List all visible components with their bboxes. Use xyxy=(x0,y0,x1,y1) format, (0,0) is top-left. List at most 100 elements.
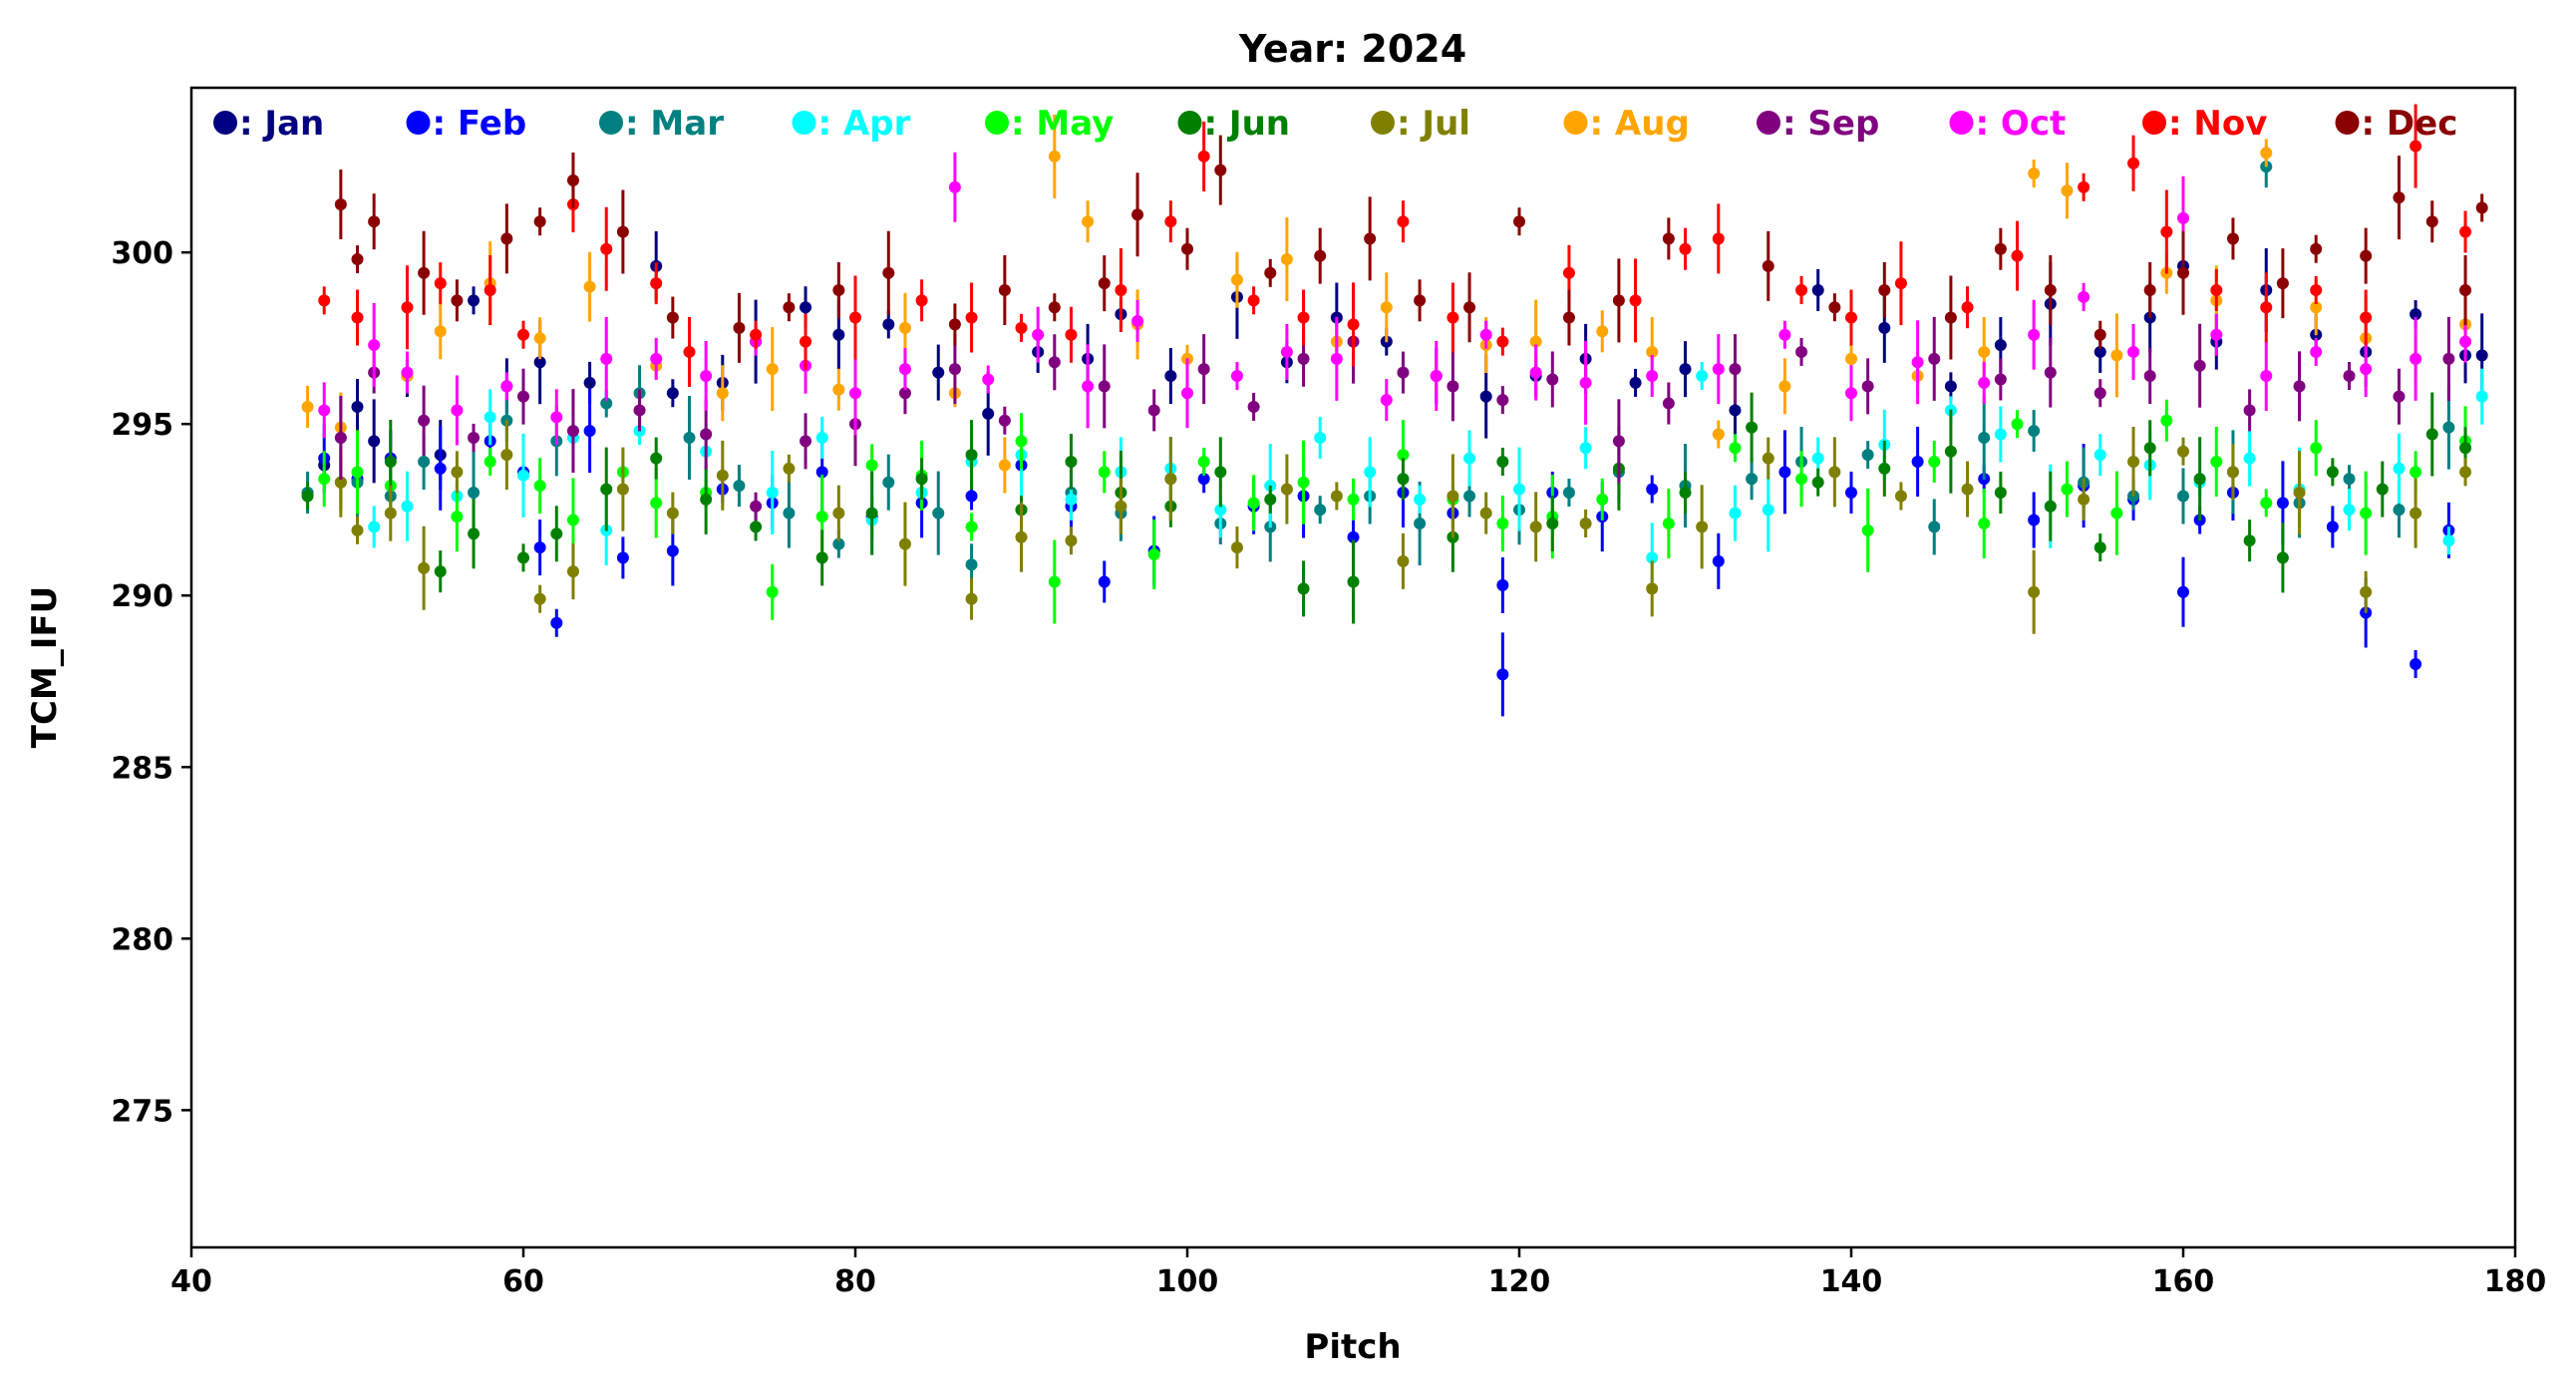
data-point xyxy=(1048,356,1061,369)
data-point xyxy=(1414,493,1427,506)
data-point xyxy=(783,462,796,475)
data-point xyxy=(517,328,529,341)
data-point xyxy=(2425,428,2438,441)
data-point xyxy=(1845,352,1857,365)
data-point xyxy=(932,366,945,379)
data-point xyxy=(1546,373,1559,386)
data-point xyxy=(2210,328,2223,341)
data-point xyxy=(998,459,1011,472)
data-point xyxy=(550,527,563,540)
data-point xyxy=(683,431,696,444)
data-point xyxy=(982,373,995,386)
data-point xyxy=(1015,435,1028,448)
data-point xyxy=(2093,541,2106,554)
data-point xyxy=(1795,284,1808,297)
data-point xyxy=(1048,575,1061,588)
data-point xyxy=(533,356,546,369)
legend-label: : May xyxy=(1011,104,1114,144)
data-point xyxy=(418,561,431,574)
x-axis: 40 60 80 100 120 140 160 180 xyxy=(170,1247,2546,1299)
data-point xyxy=(2110,349,2123,362)
data-point xyxy=(600,352,613,365)
x-tick-label: 100 xyxy=(1156,1264,1219,1299)
data-point xyxy=(1496,394,1509,407)
data-point xyxy=(1247,400,1260,413)
data-point xyxy=(2475,390,2488,403)
data-point xyxy=(1147,404,1160,417)
data-point xyxy=(434,462,447,475)
data-point xyxy=(2143,442,2156,455)
data-point xyxy=(1131,208,1144,221)
data-point xyxy=(800,301,812,314)
series-12 xyxy=(334,135,2488,363)
data-point xyxy=(2143,370,2156,383)
data-point xyxy=(882,318,895,331)
data-point xyxy=(2276,551,2289,564)
data-point xyxy=(832,537,845,550)
data-point xyxy=(633,404,646,417)
legend-marker xyxy=(406,111,431,135)
data-point xyxy=(1729,404,1742,417)
legend: : Jan: Feb: Mar: Apr: May: Jun: Jul: Aug… xyxy=(213,104,2457,144)
data-point xyxy=(2459,335,2472,348)
data-point xyxy=(1696,520,1709,533)
data-point xyxy=(1065,534,1078,547)
data-point xyxy=(1181,387,1193,400)
data-point xyxy=(517,390,529,403)
data-point xyxy=(2260,147,2273,160)
data-point xyxy=(1397,215,1410,228)
data-point xyxy=(1264,493,1277,506)
data-point xyxy=(2127,157,2140,170)
data-point xyxy=(368,435,381,448)
data-point xyxy=(351,253,364,266)
data-point xyxy=(2310,301,2323,314)
data-point xyxy=(965,311,978,324)
data-point xyxy=(832,328,845,341)
data-point xyxy=(650,277,663,290)
data-point xyxy=(2326,520,2339,533)
plot-area xyxy=(191,88,2515,1247)
data-point xyxy=(1330,490,1343,503)
data-point xyxy=(666,544,679,557)
data-point xyxy=(2459,284,2472,297)
data-point xyxy=(1679,363,1692,376)
data-point xyxy=(616,551,629,564)
data-point xyxy=(1845,311,1857,324)
data-point xyxy=(1712,428,1725,441)
data-point xyxy=(1861,523,1874,536)
data-point xyxy=(2193,473,2206,486)
data-point xyxy=(1778,466,1791,479)
data-point xyxy=(1811,476,1824,489)
data-point xyxy=(616,483,629,496)
data-point xyxy=(1579,442,1592,455)
data-point xyxy=(566,565,579,578)
data-point xyxy=(1479,507,1492,520)
data-point xyxy=(2393,390,2406,403)
y-tick-label: 275 xyxy=(111,1094,173,1129)
data-point xyxy=(1496,578,1509,591)
data-point xyxy=(2093,345,2106,358)
data-point xyxy=(451,294,464,307)
data-point xyxy=(1280,483,1293,496)
data-point xyxy=(451,511,464,523)
data-point xyxy=(500,449,513,462)
data-point xyxy=(783,507,796,520)
data-point xyxy=(1762,504,1774,517)
data-point xyxy=(1911,356,1924,369)
data-point xyxy=(2028,585,2041,598)
data-point xyxy=(1712,232,1725,245)
data-point xyxy=(865,459,878,472)
legend-marker xyxy=(1757,111,1780,135)
y-tick-label: 280 xyxy=(111,922,173,957)
data-point xyxy=(815,551,828,564)
data-point xyxy=(1894,490,1907,503)
data-point xyxy=(1447,311,1459,324)
legend-marker xyxy=(792,111,816,135)
data-point xyxy=(451,466,464,479)
data-point xyxy=(434,277,447,290)
data-point xyxy=(1579,517,1592,529)
data-point xyxy=(2360,507,2373,520)
legend-label: : Sep xyxy=(1782,104,1879,144)
data-point xyxy=(832,284,845,297)
data-point xyxy=(1529,335,1542,348)
